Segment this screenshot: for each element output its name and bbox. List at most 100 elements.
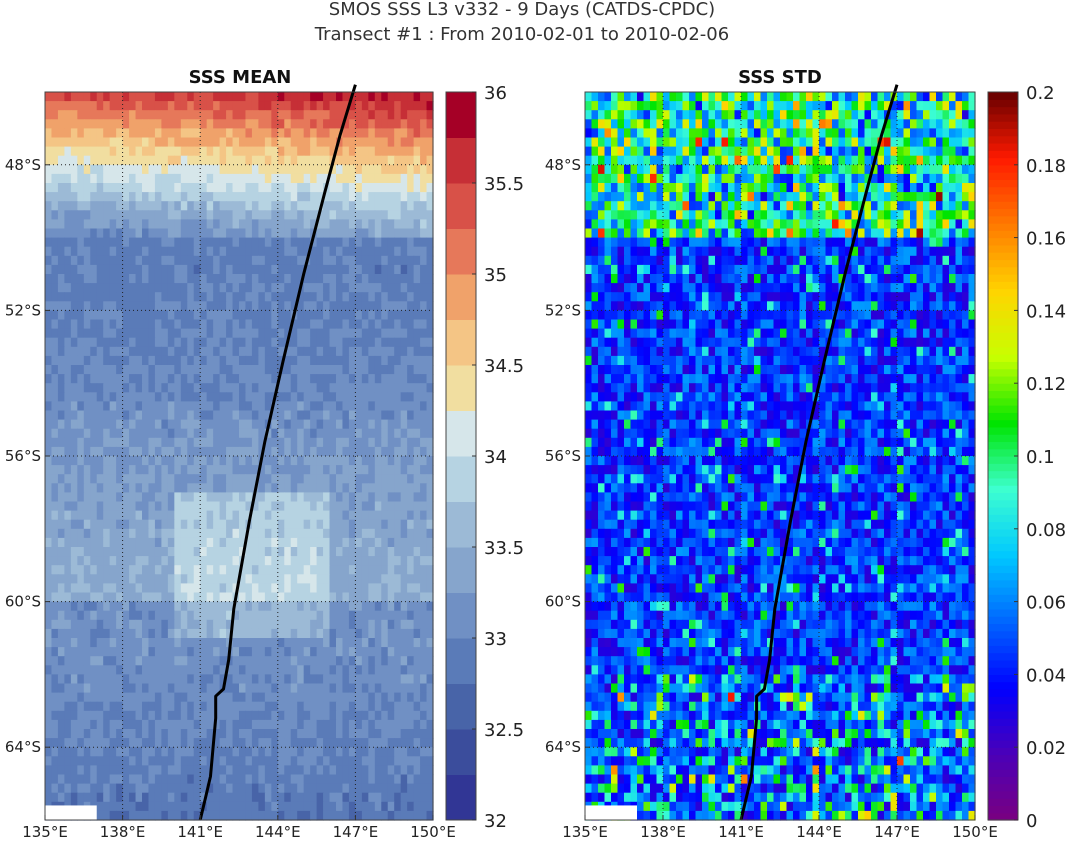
heatmap-cell	[728, 101, 736, 111]
heatmap-cell	[400, 810, 408, 821]
heatmap-cell	[407, 128, 415, 139]
heatmap-cell	[187, 437, 195, 448]
heatmap-cell	[213, 792, 221, 803]
heatmap-cell	[310, 392, 318, 402]
heatmap-cell	[109, 183, 117, 193]
heatmap-cell	[135, 201, 143, 211]
heatmap-cell	[57, 365, 65, 375]
heatmap-cell	[271, 155, 279, 166]
heatmap-cell	[394, 210, 402, 220]
heatmap-cell	[381, 492, 389, 503]
heatmap-cell	[245, 319, 253, 330]
heatmap-cell	[329, 583, 337, 594]
heatmap-cell	[109, 274, 117, 284]
heatmap-cell	[284, 446, 292, 457]
heatmap-cell	[245, 128, 253, 139]
heatmap-cell	[64, 583, 72, 594]
heatmap-cell	[239, 610, 247, 621]
heatmap-cell	[251, 537, 259, 548]
heatmap-cell	[161, 656, 169, 666]
heatmap-cell	[148, 783, 156, 794]
heatmap-cell	[167, 392, 175, 402]
heatmap-cell	[239, 164, 247, 175]
heatmap-cell	[51, 428, 59, 439]
heatmap-cell	[271, 701, 279, 712]
heatmap-cell	[643, 110, 651, 120]
heatmap-cell	[200, 392, 208, 402]
heatmap-cell	[426, 346, 434, 357]
heatmap-cell	[116, 710, 124, 721]
heatmap-cell	[323, 701, 331, 712]
heatmap-cell	[51, 355, 59, 366]
heatmap-cell	[83, 674, 91, 685]
heatmap-cell	[83, 237, 91, 248]
heatmap-cell	[116, 683, 124, 694]
heatmap-cell	[174, 747, 182, 757]
heatmap-cell	[148, 337, 156, 348]
heatmap-cell	[213, 246, 221, 257]
heatmap-cell	[368, 556, 376, 566]
heatmap-cell	[400, 556, 408, 566]
heatmap-cell	[290, 719, 298, 730]
heatmap-cell	[219, 401, 227, 412]
heatmap-cell	[413, 365, 421, 375]
heatmap-cell	[142, 264, 150, 275]
heatmap-cell	[200, 164, 208, 175]
heatmap-cell	[303, 792, 311, 803]
heatmap-cell	[148, 510, 156, 521]
heatmap-cell	[394, 783, 402, 794]
heatmap-cell	[303, 674, 311, 685]
heatmap-cell	[142, 301, 150, 311]
heatmap-cell	[167, 383, 175, 393]
heatmap-cell	[64, 128, 72, 139]
heatmap-cell	[213, 501, 221, 512]
heatmap-cell	[355, 738, 363, 748]
heatmap-cell	[180, 656, 188, 666]
heatmap-cell	[122, 501, 130, 512]
heatmap-cell	[251, 228, 259, 239]
heatmap-cell	[219, 101, 227, 111]
heatmap-cell	[96, 619, 104, 630]
heatmap-cell	[413, 719, 421, 730]
heatmap-cell	[355, 674, 363, 685]
heatmap-cell	[387, 446, 395, 457]
heatmap-cell	[316, 374, 324, 384]
heatmap-cell	[77, 619, 85, 630]
heatmap-cell	[336, 456, 344, 466]
heatmap-cell	[387, 201, 395, 211]
heatmap-cell	[45, 547, 53, 557]
heatmap-cell	[200, 674, 208, 685]
heatmap-cell	[245, 674, 253, 685]
heatmap-cell	[394, 656, 402, 666]
heatmap-cell	[426, 219, 434, 230]
heatmap-cell	[284, 801, 292, 812]
heatmap-cell	[310, 610, 318, 621]
heatmap-cell	[316, 492, 324, 503]
heatmap-cell	[57, 92, 65, 102]
heatmap-cell	[310, 810, 318, 821]
heatmap-cell	[374, 410, 382, 421]
heatmap-cell	[219, 738, 227, 748]
heatmap-cell	[387, 92, 395, 102]
heatmap-cell	[167, 355, 175, 366]
heatmap-cell	[122, 537, 130, 548]
heatmap-cell	[77, 428, 85, 439]
heatmap-cell	[129, 628, 137, 639]
heatmap-cell	[290, 528, 298, 539]
heatmap-cell	[271, 801, 279, 812]
heatmap-cell	[310, 383, 318, 393]
heatmap-cell	[239, 747, 247, 757]
heatmap-cell	[193, 656, 201, 666]
heatmap-cell	[858, 92, 866, 102]
heatmap-cell	[303, 246, 311, 257]
heatmap-cell	[394, 492, 402, 503]
heatmap-cell	[361, 474, 369, 484]
heatmap-cell	[245, 255, 253, 266]
heatmap-cell	[161, 192, 169, 202]
heatmap-cell	[258, 428, 266, 439]
heatmap-cell	[167, 428, 175, 439]
heatmap-cell	[70, 237, 78, 248]
heatmap-cell	[310, 756, 318, 766]
heatmap-cell	[206, 210, 214, 220]
heatmap-cell	[329, 201, 337, 211]
